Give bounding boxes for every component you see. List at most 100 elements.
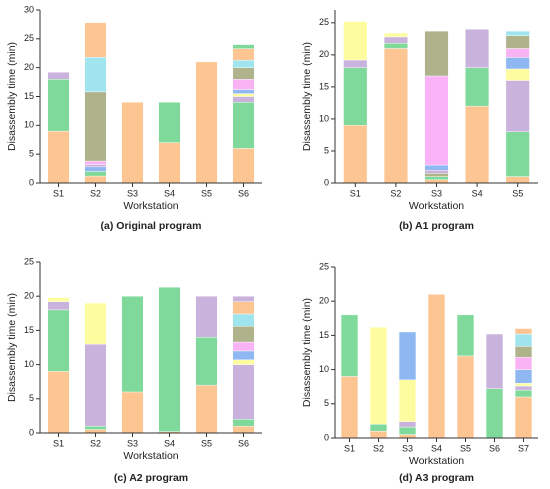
bar-segment [424, 169, 449, 174]
bar-segment [424, 176, 449, 180]
x-tick-label: S1 [53, 188, 64, 198]
bar-segment [485, 388, 504, 439]
bar-segment [84, 166, 107, 172]
bar-segment [84, 91, 107, 162]
bar-segment [514, 389, 533, 398]
caption: (c) A2 program [114, 472, 188, 484]
bar-segment [514, 328, 533, 335]
bar-segment [505, 48, 530, 58]
bar-segment [195, 384, 218, 434]
bar-segment [195, 337, 218, 386]
bar-segment [398, 426, 417, 435]
y-tick-label: 25 [319, 261, 329, 271]
y-tick-label: 15 [24, 325, 34, 335]
bar-segment [465, 105, 490, 184]
bar-segment [424, 75, 449, 166]
y-tick-label: 20 [24, 291, 34, 301]
y-tick-label: 0 [29, 427, 34, 437]
x-tick-label: S2 [90, 188, 101, 198]
bar-segment [383, 43, 408, 49]
y-tick-label: 15 [319, 330, 329, 340]
bar-segment [383, 32, 408, 38]
x-tick-label: S3 [127, 188, 138, 198]
x-axis-label: Workstation [409, 455, 464, 467]
bar-segment [505, 68, 530, 81]
y-axis-label: Disassembly time (min) [6, 293, 18, 402]
bar-segment [485, 333, 504, 389]
y-tick-label: 10 [319, 113, 329, 123]
x-tick-label: S7 [518, 443, 529, 453]
bar-segment [158, 102, 181, 143]
bar-segment [424, 164, 449, 171]
bar-segment [47, 371, 70, 434]
bar-segment [121, 102, 144, 184]
bar-segment [340, 314, 359, 377]
x-tick-label: S5 [460, 443, 471, 453]
x-tick-label: S1 [53, 438, 64, 448]
y-tick-label: 15 [24, 91, 34, 101]
bar-segment [47, 309, 70, 372]
x-axis-label: Workstation [123, 200, 178, 212]
bar-segment [84, 343, 107, 427]
y-tick-label: 20 [319, 49, 329, 59]
bar-segment [514, 357, 533, 370]
bar-segment [232, 419, 255, 427]
bar-segment [369, 430, 388, 439]
x-tick-label: S2 [373, 443, 384, 453]
x-tick-label: S2 [390, 188, 401, 198]
x-tick-label: S3 [127, 438, 138, 448]
bar-segment [424, 173, 449, 177]
bar-segment [505, 35, 530, 49]
bar-segment [47, 301, 70, 311]
bar-segment [232, 296, 255, 302]
bar-segment [424, 30, 449, 77]
y-tick-label: 5 [29, 393, 34, 403]
bar-segment [158, 287, 181, 432]
y-tick-label: 0 [29, 177, 34, 187]
y-axis-label: Disassembly time (min) [301, 42, 313, 151]
bar-segment [232, 425, 255, 434]
y-tick-label: 25 [319, 17, 329, 27]
x-axis-label: Workstation [409, 200, 464, 212]
bar-segment [195, 296, 218, 338]
x-tick-label: S4 [431, 443, 442, 453]
bar-segment [456, 355, 475, 439]
x-tick-label: S3 [431, 188, 442, 198]
bar-segment [232, 67, 255, 80]
bar-segment [232, 93, 255, 97]
y-tick-label: 30 [24, 4, 34, 14]
x-tick-label: S6 [238, 438, 249, 448]
bar-segment [47, 72, 70, 80]
bar-segment [456, 314, 475, 357]
bar-segment [383, 36, 408, 44]
bar-segment [343, 59, 368, 68]
bar-segment [514, 346, 533, 358]
bar-segment [232, 313, 255, 327]
bar-segment [84, 429, 107, 434]
bar-segment [84, 160, 107, 165]
y-tick-label: 25 [24, 33, 34, 43]
y-tick-label: 20 [24, 62, 34, 72]
bar-segment [195, 61, 218, 184]
bar-segment [514, 385, 533, 391]
bar-segment [84, 425, 107, 430]
bar-segment [232, 341, 255, 352]
bar-segment [232, 102, 255, 149]
caption: (d) A3 program [399, 472, 474, 484]
x-tick-label: S4 [164, 438, 175, 448]
x-tick-label: S5 [201, 438, 212, 448]
bar-segment [514, 369, 533, 384]
y-tick-label: 15 [319, 81, 329, 91]
bar-segment [505, 30, 530, 36]
bar-segment [84, 175, 107, 184]
bar-segment [84, 164, 107, 168]
caption: (a) Original program [101, 220, 202, 232]
x-tick-label: S3 [402, 443, 413, 453]
bar-segment [505, 57, 530, 70]
bar-segment [47, 130, 70, 184]
bar-segment [343, 21, 368, 61]
y-tick-label: 0 [324, 177, 329, 187]
bar-segment [343, 67, 368, 126]
y-tick-label: 5 [324, 398, 329, 408]
